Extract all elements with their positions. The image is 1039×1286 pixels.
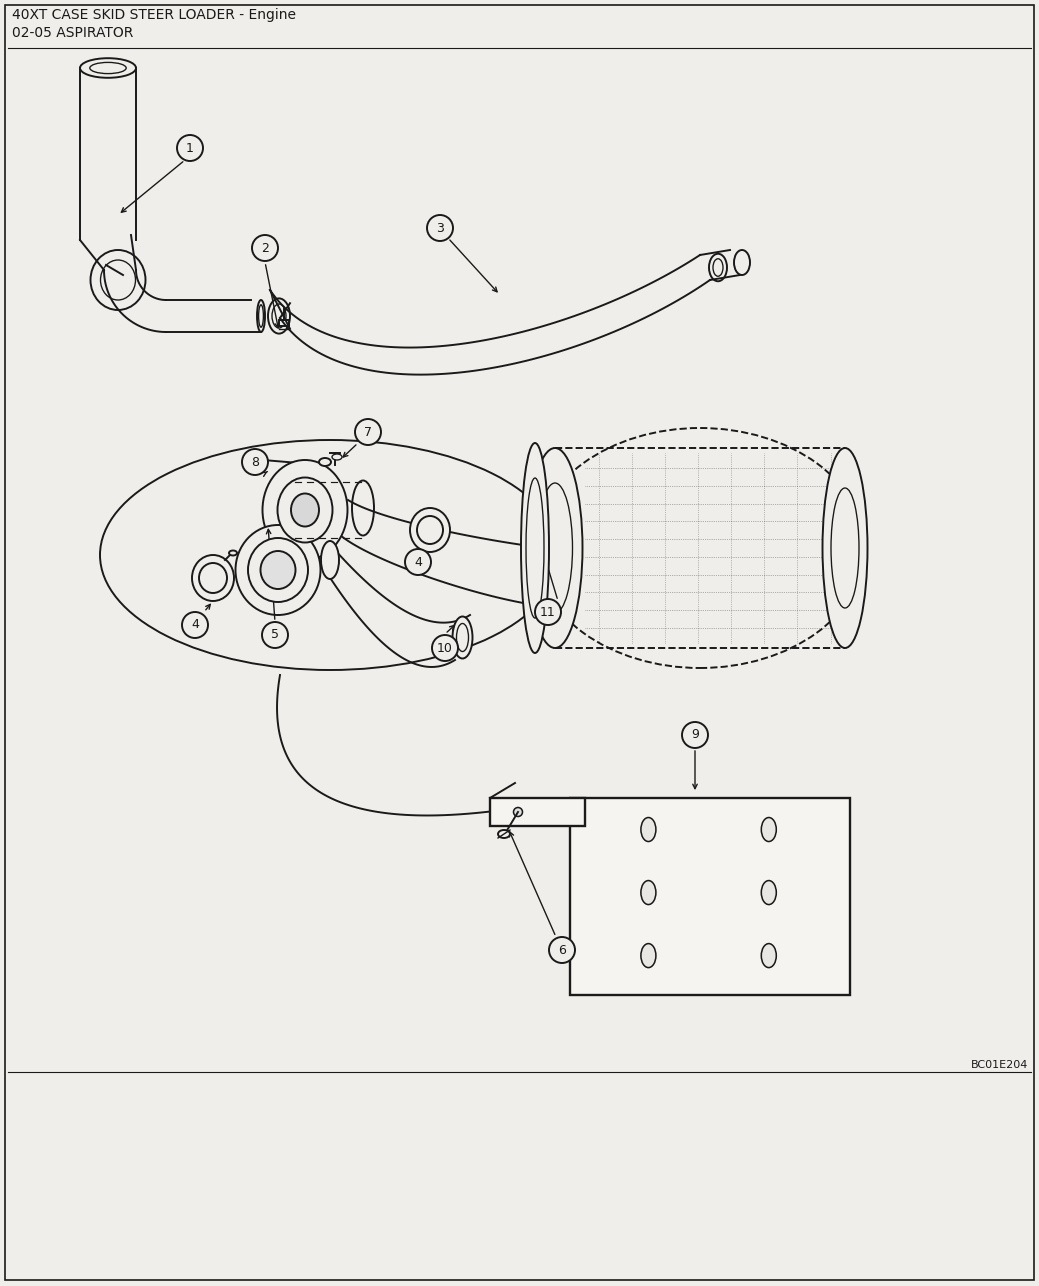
Ellipse shape: [762, 818, 776, 841]
Text: 11: 11: [540, 606, 556, 619]
Text: 9: 9: [691, 728, 699, 742]
Text: 7: 7: [364, 426, 372, 439]
Ellipse shape: [352, 481, 374, 535]
Ellipse shape: [528, 448, 583, 648]
Ellipse shape: [236, 525, 320, 615]
Ellipse shape: [261, 550, 295, 589]
Ellipse shape: [641, 818, 656, 841]
Ellipse shape: [734, 249, 750, 275]
Circle shape: [549, 937, 575, 963]
Circle shape: [682, 721, 708, 748]
Circle shape: [242, 449, 268, 475]
Ellipse shape: [498, 829, 510, 838]
Text: 6: 6: [558, 944, 566, 957]
Bar: [279, 320, 289, 325]
Circle shape: [182, 612, 208, 638]
Ellipse shape: [521, 442, 549, 653]
Ellipse shape: [453, 616, 473, 658]
Text: 02-05 ASPIRATOR: 02-05 ASPIRATOR: [12, 26, 133, 40]
Ellipse shape: [268, 298, 290, 333]
Ellipse shape: [641, 944, 656, 967]
Text: 5: 5: [271, 629, 279, 642]
Ellipse shape: [277, 477, 332, 543]
Text: 8: 8: [251, 455, 259, 468]
Ellipse shape: [321, 541, 339, 579]
Circle shape: [355, 419, 381, 445]
Circle shape: [177, 135, 203, 161]
Text: 1: 1: [186, 141, 194, 154]
Circle shape: [262, 622, 288, 648]
Ellipse shape: [263, 460, 347, 559]
Text: 4: 4: [191, 619, 198, 631]
Ellipse shape: [248, 538, 308, 602]
Ellipse shape: [513, 808, 523, 817]
Ellipse shape: [762, 944, 776, 967]
Text: 4: 4: [415, 556, 422, 568]
Ellipse shape: [641, 881, 656, 904]
Bar: [490, 799, 585, 826]
Ellipse shape: [410, 508, 450, 552]
Ellipse shape: [257, 300, 265, 332]
Ellipse shape: [229, 550, 237, 556]
Ellipse shape: [823, 448, 868, 648]
Ellipse shape: [709, 253, 727, 282]
Text: 2: 2: [261, 242, 269, 255]
Circle shape: [535, 599, 561, 625]
Circle shape: [427, 215, 453, 240]
Ellipse shape: [192, 556, 234, 601]
Ellipse shape: [529, 545, 551, 608]
Text: BC01E204: BC01E204: [970, 1060, 1028, 1070]
Ellipse shape: [199, 563, 227, 593]
Ellipse shape: [332, 454, 342, 460]
Ellipse shape: [319, 458, 331, 466]
Ellipse shape: [291, 494, 319, 526]
Text: 40XT CASE SKID STEER LOADER - Engine: 40XT CASE SKID STEER LOADER - Engine: [12, 8, 296, 22]
Text: 10: 10: [437, 642, 453, 655]
Circle shape: [252, 235, 278, 261]
Ellipse shape: [762, 881, 776, 904]
Circle shape: [432, 635, 458, 661]
Text: 3: 3: [436, 221, 444, 234]
Ellipse shape: [417, 516, 443, 544]
Ellipse shape: [421, 559, 429, 566]
Circle shape: [405, 549, 431, 575]
Bar: [570, 799, 850, 995]
Ellipse shape: [90, 249, 145, 310]
